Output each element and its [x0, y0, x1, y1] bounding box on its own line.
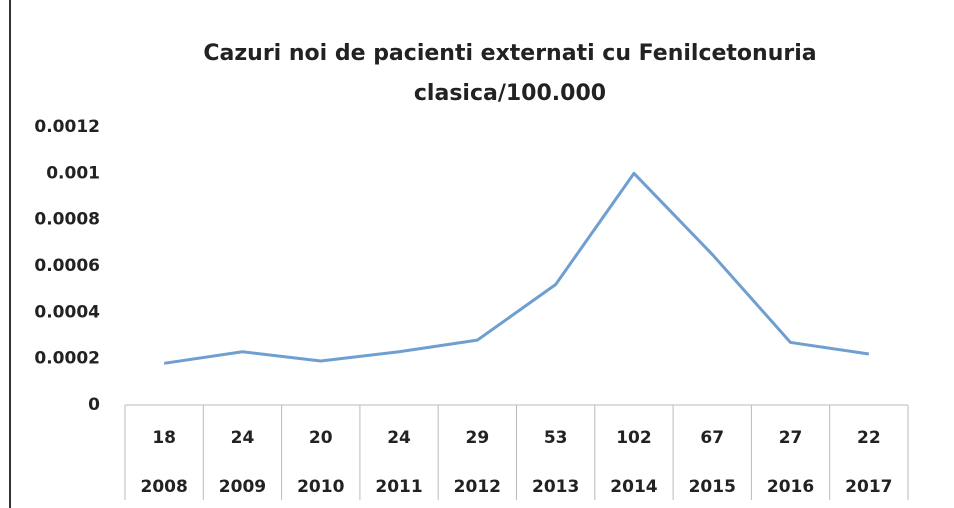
y-tick-label: 0.0006 — [34, 256, 100, 276]
y-tick-label: 0.0004 — [34, 302, 100, 322]
count-label: 18 — [152, 428, 176, 448]
x-tick-label: 2012 — [454, 477, 501, 497]
x-tick-label: 2011 — [375, 477, 422, 497]
x-tick-label: 2013 — [532, 477, 579, 497]
y-tick-label: 0.0012 — [34, 117, 100, 137]
data-line — [163, 171, 870, 365]
y-tick-label: 0.0008 — [34, 210, 100, 230]
x-tick-label: 2010 — [297, 477, 344, 497]
x-tick-label: 2017 — [845, 477, 892, 497]
count-label: 22 — [857, 428, 881, 448]
chart-title: Cazuri noi de pacienti externati cu Feni… — [203, 41, 817, 106]
y-tick-label: 0.001 — [46, 163, 100, 183]
x-tick-label: 2015 — [689, 477, 736, 497]
x-tick-label: 2008 — [140, 477, 187, 497]
count-label: 20 — [309, 428, 333, 448]
count-label: 24 — [387, 428, 411, 448]
x-tick-label: 2009 — [219, 477, 266, 497]
count-label: 67 — [700, 428, 724, 448]
x-tick-label: 2016 — [767, 477, 814, 497]
count-label: 53 — [544, 428, 568, 448]
y-tick-label: 0.0002 — [34, 349, 100, 369]
count-label: 24 — [231, 428, 255, 448]
y-tick-label: 0 — [88, 395, 100, 415]
count-label: 29 — [466, 428, 490, 448]
count-label: 27 — [779, 428, 803, 448]
x-tick-label: 2014 — [610, 477, 657, 497]
count-label: 102 — [616, 428, 652, 448]
